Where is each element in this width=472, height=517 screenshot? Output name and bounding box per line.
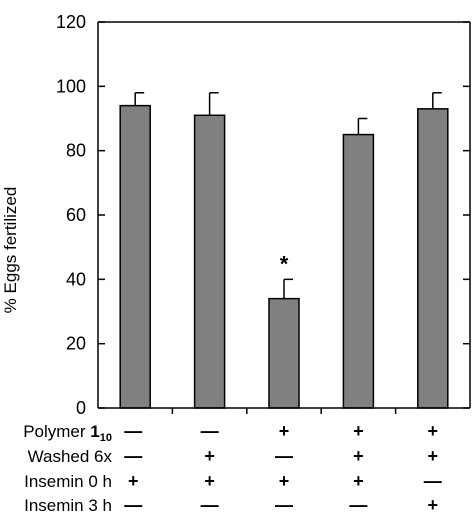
condition-symbol: +: [353, 421, 364, 441]
condition-symbol: +: [279, 421, 290, 441]
bar: [119, 104, 151, 409]
condition-symbol: +: [353, 446, 364, 466]
y-tick-label: 40: [66, 269, 86, 289]
condition-symbol: —: [124, 495, 142, 515]
y-axis-ticks: 0 20 40 60 80 100 120: [56, 12, 470, 418]
condition-symbol: —: [201, 495, 219, 515]
condition-symbol: —: [201, 421, 219, 441]
bar: [268, 297, 300, 409]
condition-symbol: +: [128, 471, 139, 491]
bar: [417, 108, 449, 409]
x-axis-ticks: [171, 408, 397, 414]
bar: [342, 133, 375, 409]
y-tick-label: 20: [66, 334, 86, 354]
condition-symbol: +: [204, 471, 215, 491]
condition-label: Polymer 110: [23, 422, 112, 444]
condition-symbol: —: [424, 471, 442, 491]
bar: [193, 114, 226, 409]
condition-label: Washed 6x: [28, 447, 113, 466]
y-tick-label: 100: [56, 76, 86, 96]
condition-symbol: —: [275, 495, 293, 515]
y-tick-label: 80: [66, 141, 86, 161]
condition-symbol: —: [349, 495, 367, 515]
condition-symbol: +: [279, 471, 290, 491]
condition-symbol: +: [428, 446, 439, 466]
condition-symbol: —: [275, 446, 293, 466]
condition-symbol: +: [353, 471, 364, 491]
condition-symbol: +: [428, 421, 439, 441]
condition-label: Insemin 0 h: [24, 472, 112, 491]
y-tick-label: 0: [76, 398, 86, 418]
annotations: *: [280, 251, 289, 276]
condition-symbol: +: [204, 446, 215, 466]
condition-symbol: —: [124, 446, 142, 466]
error-bars: [134, 92, 442, 299]
bars: [119, 104, 449, 409]
y-tick-label: 60: [66, 205, 86, 225]
condition-table: Polymer 110 — — + + + Washed 6x — + — + + Insemin 0 …: [23, 421, 442, 515]
y-axis-label: % Eggs fertilized: [1, 187, 20, 314]
y-tick-label: 120: [56, 12, 86, 32]
significance-asterisk: *: [280, 251, 289, 276]
condition-symbol: —: [124, 421, 142, 441]
condition-label: Insemin 3 h: [24, 496, 112, 515]
condition-symbol: +: [428, 495, 439, 515]
